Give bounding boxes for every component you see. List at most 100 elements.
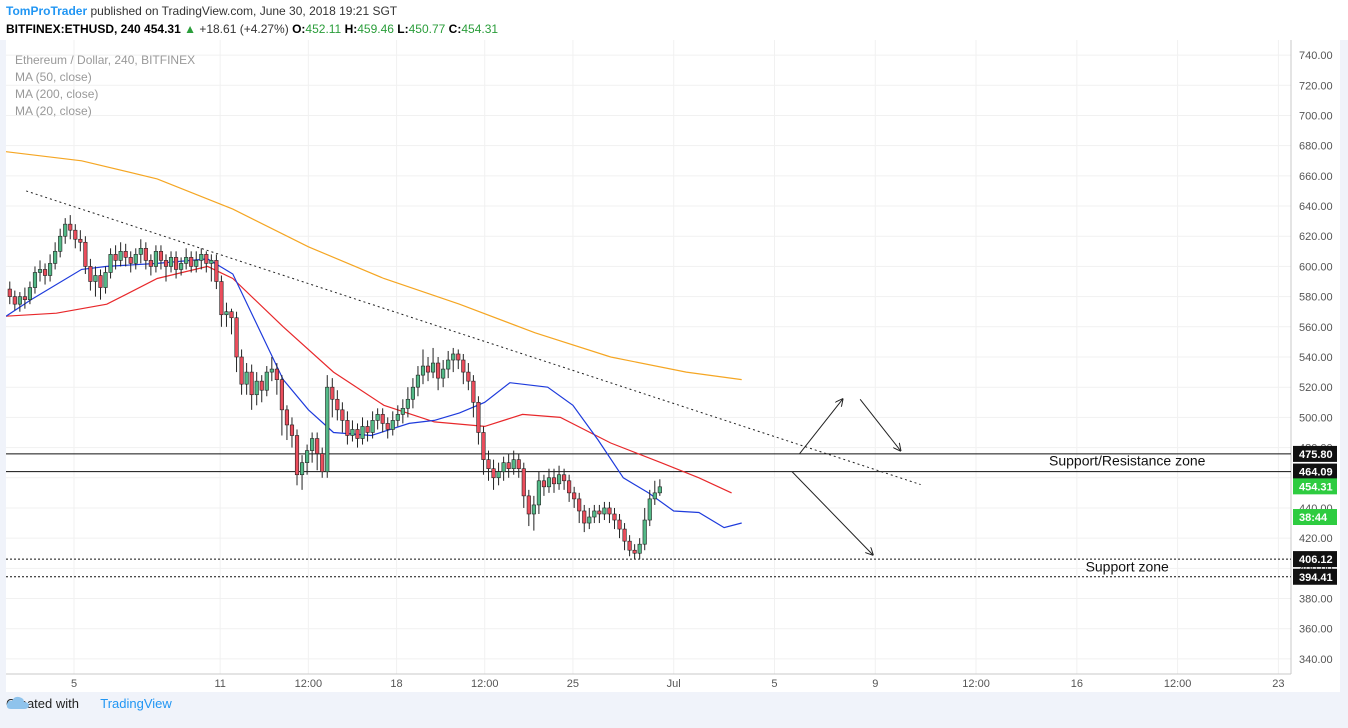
price-chart[interactable]: 340.00360.00380.00400.00420.00440.00460.… [6, 40, 1340, 692]
candle-body [400, 408, 405, 415]
y-tick-label: 340.00 [1299, 654, 1333, 666]
price-axis-label-bg [1293, 509, 1337, 526]
price-axis-label-bg [1293, 478, 1337, 495]
legend-ma-50[interactable]: MA (50, close) [15, 70, 92, 84]
price-axis-label: 475.80 [1299, 449, 1333, 461]
candle-body [647, 498, 652, 521]
candle-body [637, 543, 642, 554]
candle-body [189, 257, 194, 267]
x-tick-label: 16 [1071, 678, 1083, 690]
candle-body [254, 380, 259, 396]
y-tick-label: 520.00 [1299, 382, 1333, 394]
x-tick-label: 18 [390, 678, 402, 690]
candle-body [204, 254, 209, 264]
candle-body [330, 386, 335, 400]
moving-average-line [6, 265, 732, 494]
candle-body [163, 260, 169, 267]
candle-body [310, 438, 315, 451]
y-tick-label: 620.00 [1299, 231, 1333, 243]
candle-body [73, 229, 78, 240]
candle-body [239, 356, 244, 385]
candle-body [567, 480, 572, 494]
author-link[interactable]: TomProTrader [6, 4, 88, 18]
candle-body [108, 254, 113, 273]
candle-body [471, 380, 476, 403]
low-label: L: [397, 22, 409, 36]
chart-panel[interactable]: 340.00360.00380.00400.00420.00440.00460.… [6, 40, 1340, 692]
price-axis-label: 394.41 [1299, 572, 1333, 584]
candle-body [53, 251, 58, 264]
candle-body [37, 269, 43, 273]
candle-body [143, 248, 148, 261]
candle-body [153, 251, 158, 267]
candle-body [174, 257, 179, 270]
candle-body [17, 296, 22, 305]
close-value: 454.31 [461, 22, 499, 36]
candle-body [556, 474, 562, 485]
publish-line: TomProTrader published on TradingView.co… [6, 4, 397, 18]
candle-body [103, 272, 108, 288]
legend-ma-20[interactable]: MA (20, close) [15, 104, 92, 118]
x-tick-label: 12:00 [471, 678, 499, 690]
candle-body [289, 424, 295, 436]
candle-body [415, 374, 421, 388]
candle-body [375, 414, 380, 421]
candle-body [652, 492, 657, 500]
y-tick-label: 600.00 [1299, 261, 1333, 273]
price-axis-label: 464.09 [1299, 467, 1333, 479]
y-tick-label: 420.00 [1299, 533, 1333, 545]
candle-body [345, 420, 350, 436]
candle-body [249, 371, 254, 396]
candle-body [184, 257, 189, 264]
candle-body [350, 429, 355, 436]
candle-body [385, 423, 390, 430]
candle-body [390, 420, 395, 430]
candle-body [410, 386, 415, 400]
candle-body [224, 311, 229, 316]
candle-body [451, 353, 456, 361]
candle-body [48, 263, 53, 276]
candle-body [88, 266, 93, 282]
y-tick-label: 640.00 [1299, 201, 1333, 213]
candle-body [340, 409, 345, 421]
close-label: C: [448, 22, 462, 36]
high-value: 459.46 [357, 22, 394, 36]
y-tick-label: 720.00 [1299, 80, 1333, 92]
y-tick-label: 660.00 [1299, 171, 1333, 183]
y-tick-label: 700.00 [1299, 110, 1333, 122]
zone-annotation: Support zone [1086, 558, 1169, 574]
candle-body [597, 510, 602, 515]
candle-body [32, 272, 38, 288]
candle-body [209, 260, 214, 264]
candle-body [572, 492, 577, 500]
candle-body [501, 462, 506, 473]
legend-ma-200[interactable]: MA (200, close) [15, 87, 99, 101]
candle-body [299, 462, 305, 476]
candle-body [395, 414, 400, 421]
candle-body [536, 480, 541, 506]
price-axis-label-bg [1293, 551, 1337, 568]
candle-body [607, 507, 612, 515]
candle-body [405, 398, 410, 409]
candle-body [420, 365, 426, 376]
candle-body [138, 248, 143, 255]
y-tick-label: 380.00 [1299, 594, 1333, 606]
candle-body [496, 471, 501, 479]
candle-body [587, 516, 592, 524]
candle-body [466, 371, 471, 382]
chart-legend: Ethereum / Dollar, 240, BITFINEX MA (50,… [15, 52, 195, 120]
candle-body [320, 453, 325, 473]
candle-body [582, 510, 587, 524]
candle-body [511, 459, 516, 470]
candle-body [380, 414, 385, 424]
candle-body [521, 468, 526, 497]
candle-body [481, 432, 486, 460]
symbol-label: BITFINEX:ETHUSD, 240 [6, 22, 141, 36]
candle-body [42, 269, 48, 276]
candle-body [577, 498, 582, 512]
tradingview-brand-link[interactable]: TradingView [100, 696, 172, 711]
open-value: 452.11 [305, 22, 342, 36]
candle-body [133, 254, 138, 264]
candle-body [657, 486, 662, 494]
open-label: O: [292, 22, 306, 36]
